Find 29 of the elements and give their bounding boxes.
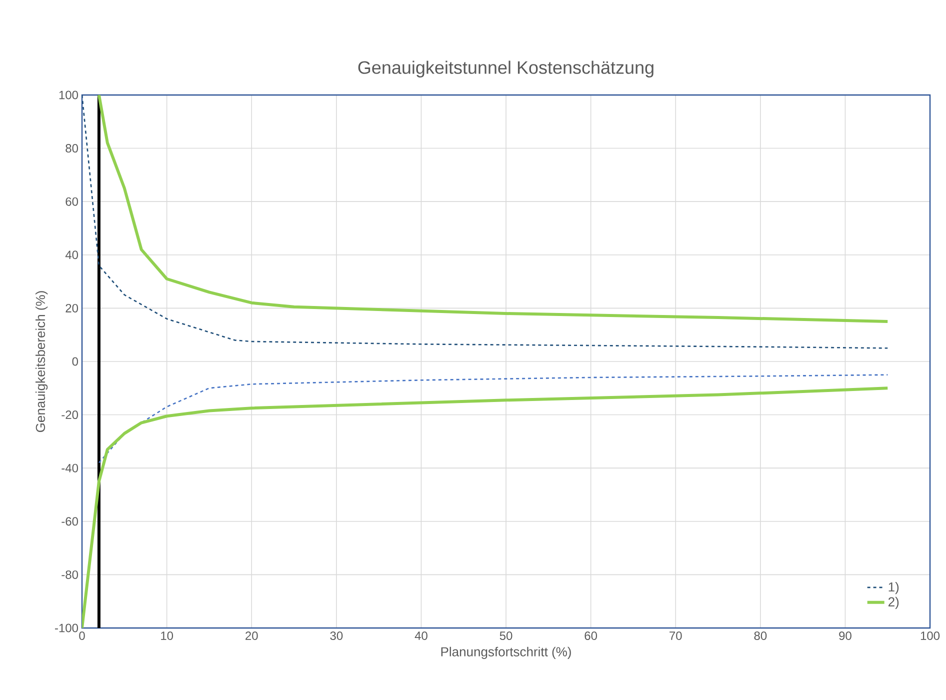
y-tick-label: 80	[66, 144, 78, 153]
y-tick-label: -100	[55, 624, 78, 632]
x-tick-label: 0	[79, 632, 85, 640]
x-axis-title: Planungsfortschritt (%)	[441, 646, 571, 659]
y-axis-title: Genauigkeitsbereich (%)	[36, 291, 48, 432]
y-tick-label: 100	[59, 90, 78, 100]
y-tick-label: 0	[72, 357, 78, 366]
x-tick-label: 40	[414, 632, 428, 640]
y-tick-label: -80	[62, 570, 78, 579]
chart-title: Genauigkeitstunnel Kostenschätzung	[358, 60, 654, 78]
y-tick-label: 40	[65, 250, 78, 260]
y-tick-label: -40	[62, 464, 78, 472]
x-tick-label: 10	[161, 632, 174, 640]
x-tick-label: 90	[839, 632, 852, 640]
x-tick-label: 20	[246, 632, 258, 640]
y-tick-label: 60	[66, 197, 78, 206]
x-tick-label: 30	[330, 632, 343, 640]
legend-label: 1)	[888, 582, 899, 594]
line-series	[82, 386, 890, 628]
x-tick-label: 60	[584, 632, 598, 640]
y-tick-label: 20	[66, 304, 78, 312]
x-tick-label: 100	[920, 632, 940, 640]
x-tick-label: 80	[754, 632, 767, 640]
x-tick-label: 70	[670, 632, 682, 640]
line-series	[98, 374, 888, 464]
y-tick-label: -60	[62, 517, 78, 526]
x-tick-label: 50	[500, 632, 512, 640]
legend-label: 2)	[888, 596, 899, 610]
y-tick-label: -20	[62, 410, 78, 420]
